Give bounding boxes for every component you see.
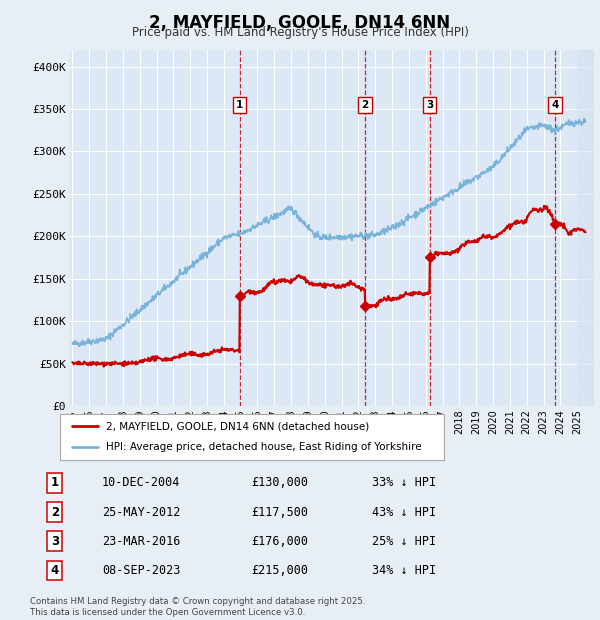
Text: 34% ↓ HPI: 34% ↓ HPI (372, 564, 436, 577)
Text: £117,500: £117,500 (251, 505, 308, 518)
Bar (577, 50, 594, 406)
Text: 08-SEP-2023: 08-SEP-2023 (102, 564, 180, 577)
Text: 23-MAR-2016: 23-MAR-2016 (102, 535, 180, 547)
Text: HPI: Average price, detached house, East Riding of Yorkshire: HPI: Average price, detached house, East… (106, 443, 422, 453)
Text: 2: 2 (51, 505, 59, 518)
Text: 25-MAY-2012: 25-MAY-2012 (102, 505, 180, 518)
Text: £176,000: £176,000 (251, 535, 308, 547)
Text: £130,000: £130,000 (251, 476, 308, 489)
Text: 2, MAYFIELD, GOOLE, DN14 6NN (detached house): 2, MAYFIELD, GOOLE, DN14 6NN (detached h… (106, 421, 370, 431)
Text: 43% ↓ HPI: 43% ↓ HPI (372, 505, 436, 518)
Text: Contains HM Land Registry data © Crown copyright and database right 2025.
This d: Contains HM Land Registry data © Crown c… (30, 598, 365, 617)
Text: 3: 3 (426, 100, 433, 110)
Text: Price paid vs. HM Land Registry's House Price Index (HPI): Price paid vs. HM Land Registry's House … (131, 26, 469, 39)
Bar (577, 50, 594, 406)
Text: 1: 1 (51, 476, 59, 489)
Text: 1: 1 (236, 100, 243, 110)
Text: £215,000: £215,000 (251, 564, 308, 577)
Text: 2: 2 (362, 100, 369, 110)
Text: 2, MAYFIELD, GOOLE, DN14 6NN: 2, MAYFIELD, GOOLE, DN14 6NN (149, 14, 451, 32)
Text: 33% ↓ HPI: 33% ↓ HPI (372, 476, 436, 489)
Text: 10-DEC-2004: 10-DEC-2004 (102, 476, 180, 489)
Text: 25% ↓ HPI: 25% ↓ HPI (372, 535, 436, 547)
Text: 3: 3 (51, 535, 59, 547)
Text: 4: 4 (551, 100, 559, 110)
Text: 4: 4 (51, 564, 59, 577)
